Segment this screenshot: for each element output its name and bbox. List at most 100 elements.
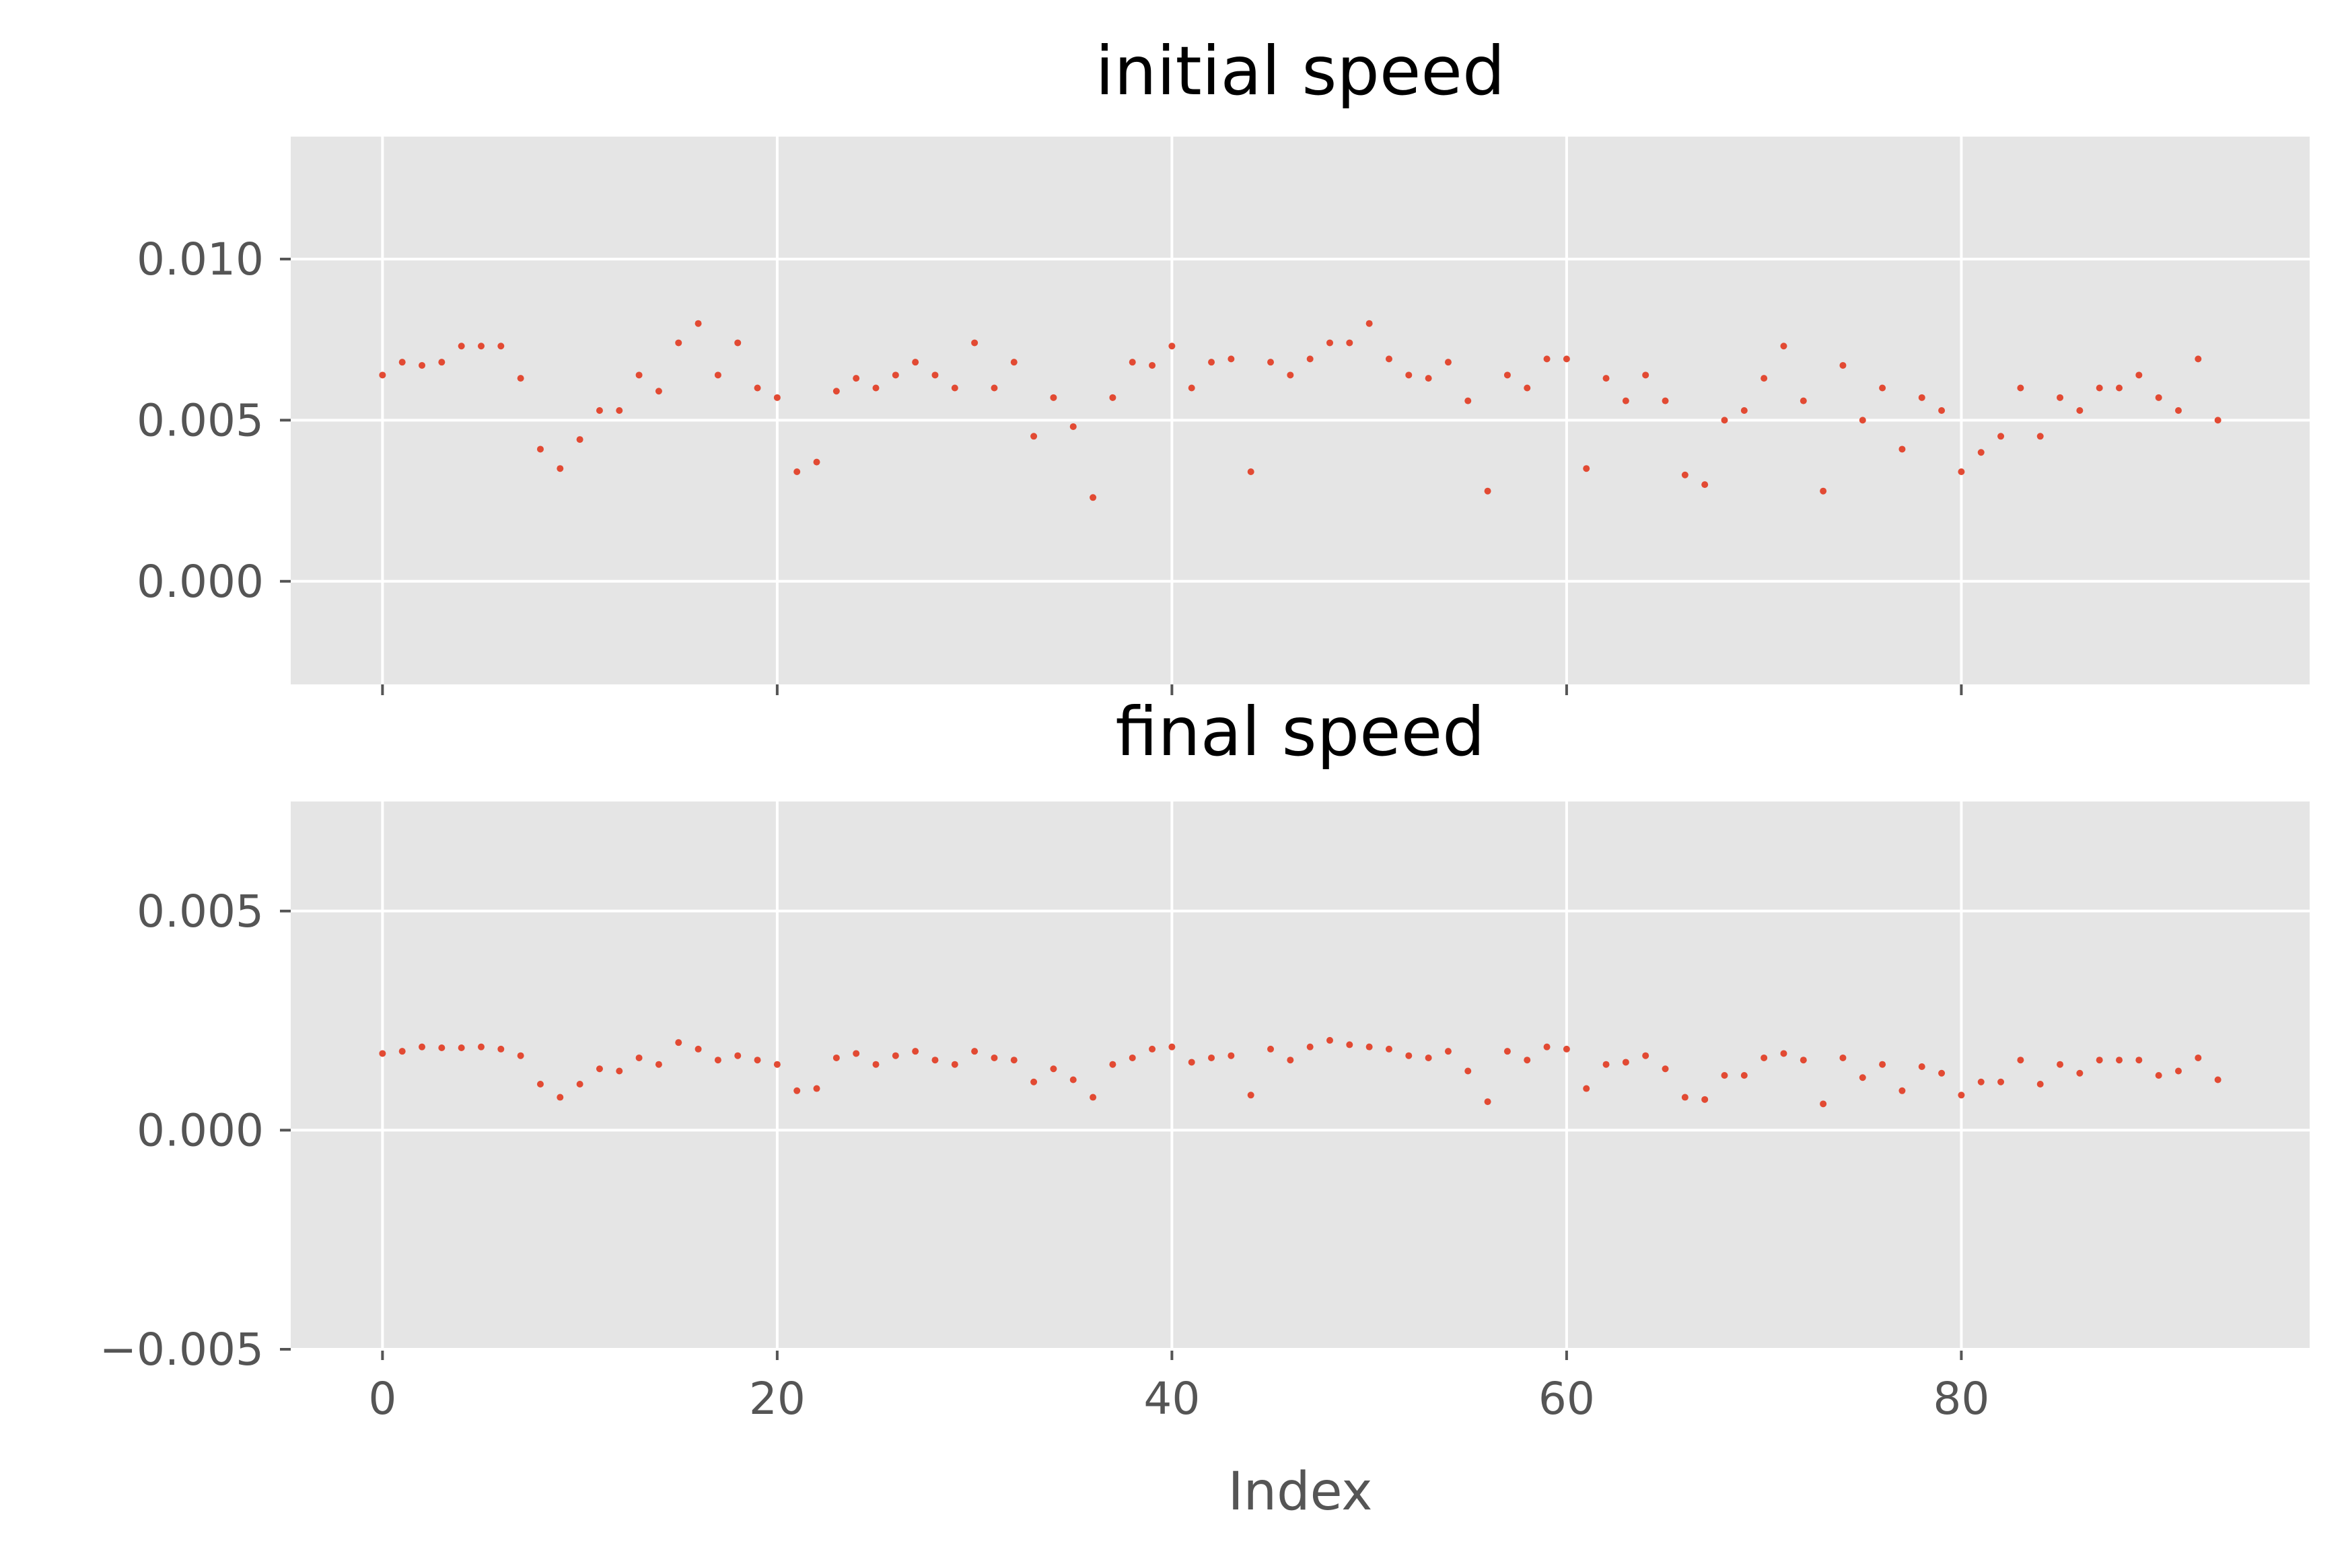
initial-speed-data-point: [497, 343, 505, 350]
final-speed-data-point: [1898, 1087, 1906, 1094]
initial-speed-data-point: [813, 458, 820, 466]
initial-speed-plot-area: [291, 137, 2310, 684]
initial-speed-data-point: [912, 359, 919, 366]
final-speed-data-point: [1464, 1067, 1472, 1075]
final-speed-data-point: [2017, 1057, 2024, 1064]
initial-speed-data-point: [1563, 355, 1570, 363]
final-speed-data-point: [1208, 1054, 1215, 1061]
final-speed-data-point: [1977, 1078, 1985, 1085]
initial-speed-data-point: [1267, 359, 1275, 366]
final-speed-y-tick-label: −0.005: [100, 1324, 264, 1376]
final-speed-data-point: [991, 1054, 998, 1061]
initial-speed-data-point: [1740, 407, 1748, 414]
initial-speed-data-point: [931, 371, 939, 379]
final-speed-data-point: [754, 1057, 761, 1064]
initial-speed-data-point: [1405, 371, 1413, 379]
initial-speed-data-point: [616, 407, 623, 414]
final-speed-data-point: [536, 1081, 544, 1088]
final-speed-x-tick-label: 0: [368, 1373, 396, 1425]
final-speed-data-point: [1938, 1069, 1946, 1077]
final-speed-data-point: [892, 1052, 899, 1059]
final-speed-data-point: [557, 1094, 564, 1101]
final-speed-data-point: [1267, 1045, 1275, 1053]
final-speed-data-point: [438, 1044, 446, 1051]
initial-speed-data-point: [398, 359, 406, 366]
final-speed-x-tick-label: 20: [749, 1373, 806, 1425]
final-speed-data-point: [1997, 1078, 2005, 1085]
final-speed-data-point: [1484, 1098, 1491, 1106]
final-speed-data-point: [1425, 1054, 1432, 1061]
final-speed-data-point: [1188, 1059, 1195, 1066]
initial-speed-y-tick-label: 0.010: [137, 234, 264, 285]
final-speed-data-point: [1701, 1096, 1709, 1103]
final-speed-data-point: [1129, 1054, 1136, 1061]
final-speed-data-point: [2214, 1076, 2221, 1083]
final-speed-x-tick-label: 60: [1538, 1373, 1595, 1425]
initial-speed-data-point: [1168, 343, 1176, 350]
initial-speed-data-point: [1149, 361, 1156, 369]
initial-speed-data-point: [971, 339, 979, 347]
final-speed-data-point: [1109, 1061, 1116, 1068]
initial-speed-data-point: [1602, 375, 1610, 382]
final-speed-panel: 0 20 40 60 80 −0.005 0.000 0.005 final speed Inde…: [100, 692, 2310, 1522]
initial-speed-data-point: [1503, 371, 1511, 379]
initial-speed-data-point: [2135, 371, 2143, 379]
final-speed-data-point: [517, 1052, 524, 1059]
final-speed-data-point: [2155, 1072, 2162, 1079]
final-speed-data-point: [1346, 1041, 1353, 1048]
initial-speed-data-point: [1365, 320, 1373, 327]
initial-speed-data-point: [793, 468, 801, 475]
initial-speed-data-point: [1800, 397, 1807, 404]
initial-speed-data-point: [2195, 355, 2202, 363]
final-speed-data-point: [872, 1061, 880, 1068]
initial-speed-data-point: [1977, 449, 1985, 456]
final-speed-data-point: [616, 1067, 623, 1075]
initial-speed-data-point: [1306, 355, 1314, 363]
final-speed-data-point: [635, 1054, 643, 1061]
final-speed-data-point: [1168, 1043, 1176, 1050]
final-speed-data-point: [1444, 1048, 1452, 1055]
initial-speed-data-point: [1228, 355, 1235, 363]
final-speed-data-point: [734, 1052, 742, 1059]
initial-speed-data-point: [754, 384, 761, 392]
final-speed-data-point: [1228, 1052, 1235, 1059]
final-speed-data-point: [1918, 1063, 1925, 1070]
final-speed-data-point: [1721, 1072, 1728, 1079]
initial-speed-data-point: [1050, 394, 1057, 401]
final-speed-data-point: [2036, 1081, 2044, 1088]
initial-speed-data-point: [536, 446, 544, 453]
initial-speed-data-point: [517, 375, 524, 382]
final-speed-data-point: [793, 1087, 801, 1094]
initial-speed-data-point: [2096, 384, 2103, 392]
initial-speed-data-point: [853, 375, 860, 382]
initial-speed-data-point: [892, 371, 899, 379]
final-speed-data-point: [458, 1044, 465, 1051]
final-speed-data-point: [419, 1043, 426, 1050]
final-speed-data-point: [1287, 1057, 1294, 1064]
final-speed-data-point: [813, 1085, 820, 1092]
initial-speed-data-point: [1701, 481, 1709, 489]
final-speed-title: final speed: [1115, 692, 1485, 771]
final-speed-data-point: [931, 1057, 939, 1064]
initial-speed-data-point: [557, 465, 564, 472]
initial-speed-data-point: [1069, 423, 1077, 430]
initial-speed-data-point: [832, 388, 840, 395]
final-speed-data-point: [1503, 1048, 1511, 1055]
initial-speed-data-point: [1247, 468, 1254, 475]
final-speed-data-point: [2116, 1057, 2123, 1064]
final-speed-data-point: [1306, 1043, 1314, 1050]
final-speed-data-point: [912, 1048, 919, 1055]
final-speed-data-point: [655, 1061, 662, 1068]
initial-speed-data-point: [695, 320, 702, 327]
initial-speed-data-point: [1958, 468, 1965, 475]
final-speed-data-point: [2076, 1069, 2084, 1077]
initial-speed-data-point: [477, 343, 485, 350]
initial-speed-data-point: [1997, 433, 2005, 440]
initial-speed-data-point: [1918, 394, 1925, 401]
final-speed-y-tick-label: 0.000: [137, 1104, 264, 1156]
final-speed-data-point: [1149, 1045, 1156, 1053]
initial-speed-data-point: [1090, 494, 1097, 501]
initial-speed-data-point: [1662, 397, 1669, 404]
initial-speed-data-point: [1859, 417, 1866, 424]
